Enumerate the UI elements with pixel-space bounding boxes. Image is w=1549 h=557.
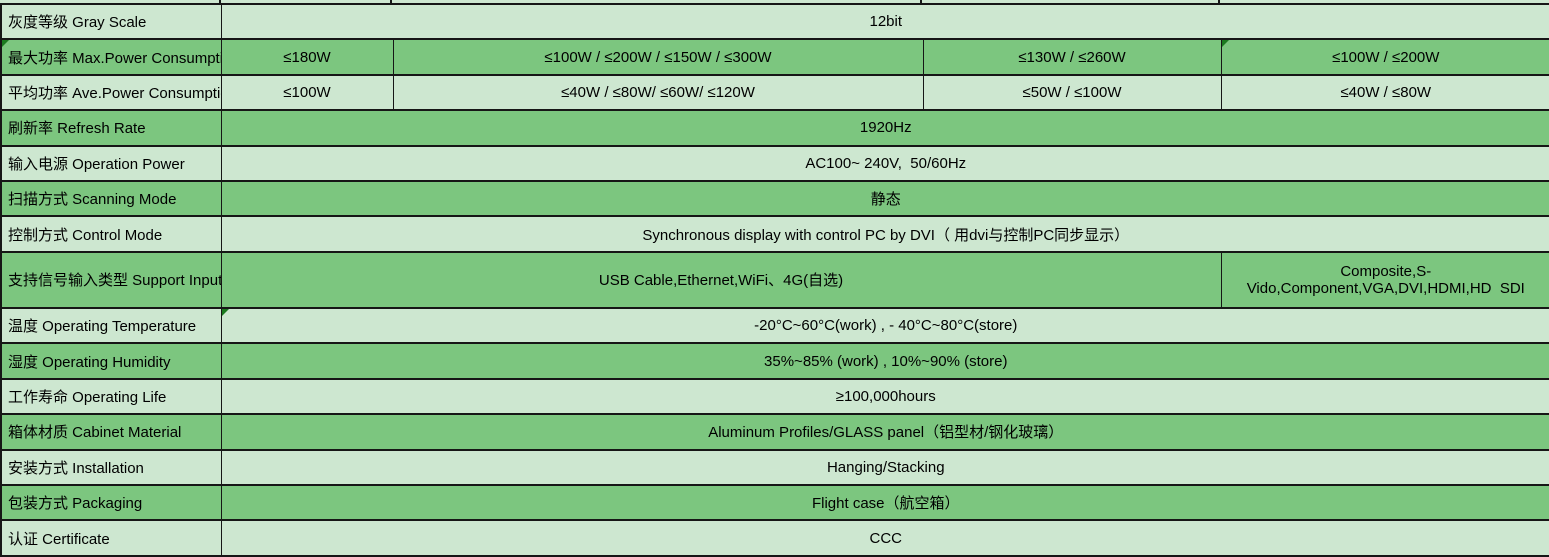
ave-power-label: 平均功率 Ave.Power Consumption (0, 73, 222, 112)
table-row: 安装方式 Installation Hanging/Stacking (0, 448, 1549, 487)
scanning-mode-value: 静态 (220, 180, 1549, 218)
ave-power-value-3: ≤50W / ≤100W (922, 73, 1222, 112)
gray-scale-label: 灰度等级 Gray Scale (0, 2, 222, 41)
max-power-value-4: ≤100W / ≤200W (1220, 38, 1549, 76)
operating-temperature-label: 温度 Operating Temperature (0, 307, 222, 345)
operation-power-value: AC100~ 240V, 50/60Hz (220, 144, 1549, 183)
operation-power-label: 输入电源 Operation Power (0, 144, 222, 183)
installation-value: Hanging/Stacking (220, 448, 1549, 487)
table-row: 湿度 Operating Humidity 35%~85% (work) , 1… (0, 342, 1549, 380)
max-power-value-2: ≤100W / ≤200W / ≤150W / ≤300W (392, 38, 924, 76)
table-row: 箱体材质 Cabinet Material Aluminum Profiles/… (0, 413, 1549, 451)
operating-life-label: 工作寿命 Operating Life (0, 377, 222, 416)
max-power-value-3: ≤130W / ≤260W (922, 38, 1222, 76)
scanning-mode-label: 扫描方式 Scanning Mode (0, 180, 222, 218)
table-row: 支持信号输入类型 Support Input USB Cable,Etherne… (0, 250, 1549, 310)
packaging-value: Flight case（航空箱） (220, 484, 1549, 522)
table-row: 包装方式 Packaging Flight case（航空箱） (0, 484, 1549, 522)
ave-power-value-2: ≤40W / ≤80W/ ≤60W/ ≤120W (392, 73, 924, 112)
table-row: 扫描方式 Scanning Mode 静态 (0, 180, 1549, 218)
operating-temperature-value: -20°C~60°C(work) , - 40°C~80°C(store) (220, 307, 1549, 345)
cropped-row-sliver (0, 0, 1549, 3)
support-input-value-1: USB Cable,Ethernet,WiFi、4G(自选) (220, 250, 1222, 310)
grid-line (920, 0, 922, 3)
table-row: 平均功率 Ave.Power Consumption ≤100W ≤40W / … (0, 73, 1549, 112)
table-row: 刷新率 Refresh Rate 1920Hz (0, 109, 1549, 147)
table-row: 灰度等级 Gray Scale 12bit (0, 2, 1549, 41)
gray-scale-value: 12bit (220, 2, 1549, 41)
ave-power-value-4: ≤40W / ≤80W (1220, 73, 1549, 112)
grid-line (219, 0, 221, 3)
table-row: 认证 Certificate CCC (0, 519, 1549, 557)
max-power-value-1: ≤180W (220, 38, 394, 76)
operating-humidity-label: 湿度 Operating Humidity (0, 342, 222, 380)
grid-line (390, 0, 392, 3)
table-row: 温度 Operating Temperature -20°C~60°C(work… (0, 307, 1549, 345)
certificate-label: 认证 Certificate (0, 519, 222, 557)
certificate-value: CCC (220, 519, 1549, 557)
table-row: 最大功率 Max.Power Consumption ≤180W ≤100W /… (0, 38, 1549, 76)
grid-line (1218, 0, 1220, 3)
packaging-label: 包装方式 Packaging (0, 484, 222, 522)
installation-label: 安装方式 Installation (0, 448, 222, 487)
table-row: 工作寿命 Operating Life ≥100,000hours (0, 377, 1549, 416)
operating-humidity-value: 35%~85% (work) , 10%~90% (store) (220, 342, 1549, 380)
control-mode-label: 控制方式 Control Mode (0, 215, 222, 253)
refresh-rate-value: 1920Hz (220, 109, 1549, 147)
refresh-rate-label: 刷新率 Refresh Rate (0, 109, 222, 147)
cell-corner-marker-icon (1222, 41, 1229, 48)
cell-corner-marker-icon (3, 41, 9, 48)
ave-power-value-1: ≤100W (220, 73, 394, 112)
cabinet-material-label: 箱体材质 Cabinet Material (0, 413, 222, 451)
table-row: 输入电源 Operation Power AC100~ 240V, 50/60H… (0, 144, 1549, 183)
control-mode-value: Synchronous display with control PC by D… (220, 215, 1549, 253)
cabinet-material-value: Aluminum Profiles/GLASS panel（铝型材/钢化玻璃） (220, 413, 1549, 451)
operating-life-value: ≥100,000hours (220, 377, 1549, 416)
cell-corner-marker-icon (222, 310, 229, 317)
table-row: 控制方式 Control Mode Synchronous display wi… (0, 215, 1549, 253)
support-input-label: 支持信号输入类型 Support Input (0, 250, 222, 310)
max-power-label: 最大功率 Max.Power Consumption (0, 38, 222, 76)
support-input-value-2: Composite,S-Vido,Component,VGA,DVI,HDMI,… (1220, 250, 1549, 310)
